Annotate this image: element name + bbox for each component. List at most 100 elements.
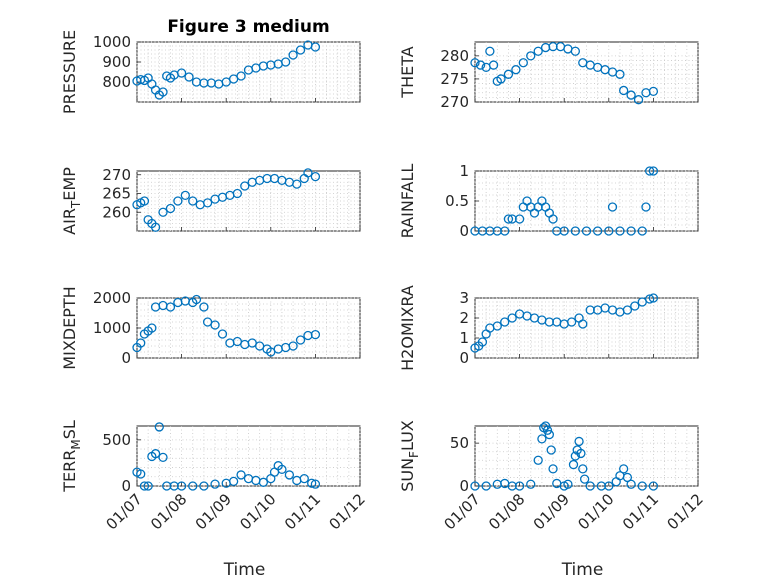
- y-tick-label: 0: [459, 222, 469, 240]
- data-point: [570, 451, 580, 461]
- y-tick-label: 800: [102, 73, 131, 91]
- data-point: [518, 58, 528, 68]
- data-point: [481, 481, 491, 491]
- data-point: [176, 481, 187, 491]
- data-point: [546, 445, 556, 455]
- data-point: [139, 196, 150, 206]
- data-point: [288, 50, 298, 60]
- y-tick-label: 280: [440, 47, 469, 65]
- axes-frame: [474, 425, 699, 487]
- data-point: [503, 69, 514, 79]
- data-point: [526, 479, 536, 489]
- data-point: [544, 429, 554, 440]
- data-point: [514, 214, 525, 224]
- data-point: [232, 188, 243, 199]
- data-point: [470, 58, 480, 68]
- data-point: [619, 464, 629, 474]
- data-point: [158, 452, 168, 463]
- y-tick-label: 275: [440, 70, 469, 88]
- data-point: [581, 226, 592, 236]
- data-point: [139, 481, 150, 491]
- data-point: [150, 222, 161, 232]
- data-point: [485, 46, 495, 56]
- y-tick-label: 0: [459, 477, 469, 495]
- data-point: [630, 301, 640, 311]
- y-tick-label: 1000: [93, 319, 131, 337]
- y-tick-label: 1: [459, 162, 469, 180]
- data-point: [626, 90, 636, 100]
- data-point: [299, 473, 309, 484]
- y-axis-label: RAINFALL: [398, 164, 417, 239]
- data-point: [578, 464, 588, 474]
- x-tick-label: 01/12: [664, 490, 707, 533]
- x-tick-label: 01/09: [192, 490, 235, 533]
- y-axis-label: MIXDEPTH: [60, 286, 79, 369]
- data-point: [637, 226, 647, 236]
- axes-frame: [474, 297, 699, 359]
- data-point: [566, 317, 577, 327]
- y-axis-label: AIRTEMP: [60, 167, 83, 235]
- data-point: [574, 436, 584, 447]
- chart-title: Figure 3 medium: [167, 17, 329, 37]
- x-tick-label: 01/12: [326, 490, 369, 533]
- data-point: [579, 474, 590, 484]
- panel-sun_flux: 0 50 01/07 01/08 01/09 01/10 01/11 01/12 SUNFLUX…: [398, 420, 707, 580]
- data-point: [585, 481, 595, 491]
- y-tick-label: 500: [102, 431, 131, 449]
- x-tick-label: 01/09: [530, 490, 573, 533]
- data-point: [176, 68, 187, 78]
- data-point: [563, 479, 573, 489]
- x-tick-label: 01/10: [236, 490, 279, 533]
- x-tick-label: 01/11: [281, 490, 324, 533]
- data-point: [622, 305, 633, 315]
- data-point: [615, 226, 625, 236]
- panel-h2omixra: 0 1 2 3 H2OMIXRA: [398, 285, 699, 371]
- data-point: [570, 226, 580, 236]
- data-point: [548, 214, 558, 224]
- data-point: [136, 338, 146, 348]
- y-tick-label: 270: [102, 166, 131, 184]
- y-tick-label: 0: [121, 477, 131, 495]
- data-point: [507, 313, 517, 323]
- data-point: [277, 464, 287, 475]
- data-point: [526, 51, 536, 61]
- data-point: [199, 302, 209, 312]
- data-point: [310, 171, 321, 182]
- data-point: [228, 476, 239, 487]
- data-point: [477, 337, 488, 347]
- data-point: [626, 479, 636, 489]
- data-point: [492, 321, 502, 331]
- data-point: [645, 166, 655, 176]
- x-tick-label: 01/08: [485, 490, 528, 533]
- data-point: [165, 302, 176, 312]
- data-point: [537, 434, 547, 444]
- y-axis-label: PRESSURE: [60, 30, 79, 114]
- data-point: [202, 198, 213, 208]
- data-point: [648, 481, 659, 491]
- data-point: [310, 479, 321, 489]
- data-point: [217, 329, 228, 339]
- data-point: [533, 455, 543, 465]
- x-axis-label: Time: [223, 560, 266, 580]
- panel-theta: 270 275 280 THETA: [398, 41, 699, 111]
- data-point: [648, 166, 659, 176]
- x-axis-label: Time: [561, 560, 604, 580]
- data-point: [184, 72, 194, 82]
- data-point: [593, 226, 603, 236]
- data-point: [310, 42, 321, 52]
- y-tick-label: 0: [121, 349, 131, 367]
- data-point: [488, 60, 499, 70]
- data-point: [210, 479, 220, 489]
- y-tick-label: 0.5: [445, 192, 469, 210]
- x-tick-label: 01/08: [147, 490, 190, 533]
- data-point: [199, 481, 209, 491]
- data-point: [570, 46, 580, 56]
- data-point: [615, 69, 625, 79]
- data-point: [633, 95, 644, 105]
- data-point: [236, 71, 246, 81]
- data-point: [607, 202, 618, 212]
- y-tick-label: 1: [459, 329, 469, 347]
- x-tick-label: 01/10: [574, 490, 617, 533]
- data-point: [542, 425, 553, 435]
- data-point: [303, 168, 313, 178]
